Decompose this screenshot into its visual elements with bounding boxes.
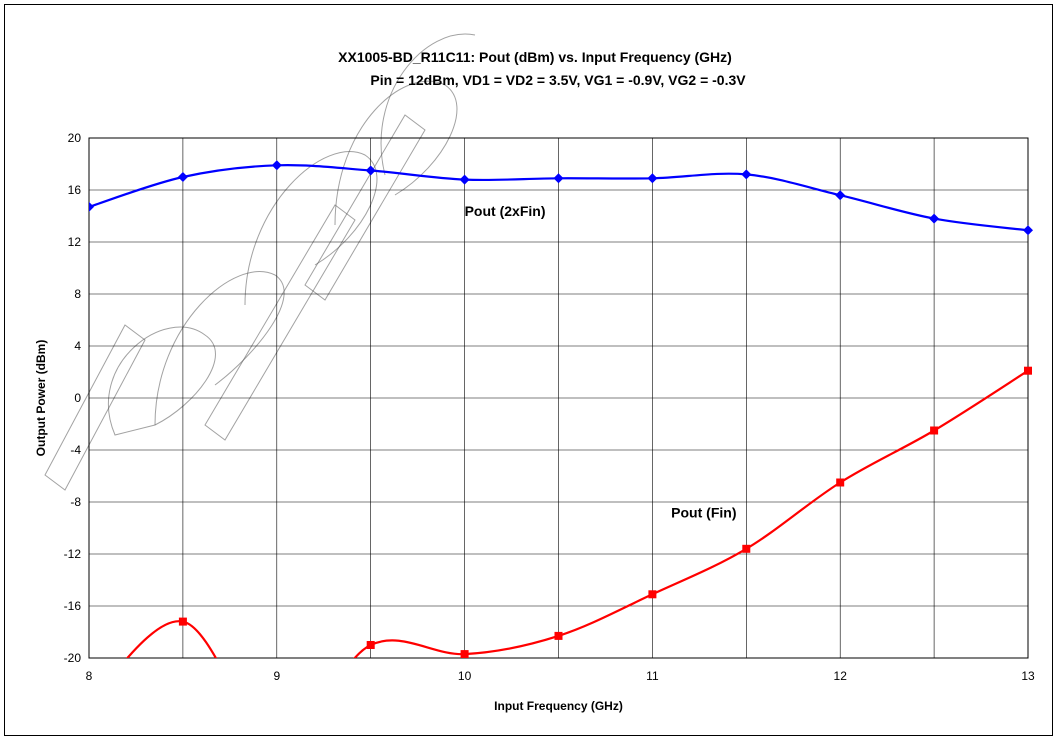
y-tick-label: 12 (68, 235, 82, 249)
chart-title: XX1005-BD_R11C11: Pout (dBm) vs. Input F… (338, 49, 732, 65)
x-tick-labels: 8 9 10 11 12 13 (86, 669, 1035, 683)
y-tick-label: 20 (68, 131, 82, 145)
data-point (365, 165, 376, 176)
y-tick-label: 16 (68, 183, 82, 197)
data-point (647, 173, 658, 184)
data-point (177, 172, 188, 182)
gridlines (88, 137, 1029, 659)
data-point (929, 213, 940, 224)
y-tick-labels: 20 16 12 8 4 0 -4 -8 -12 -16 -20 (64, 131, 82, 665)
x-tick-label: 8 (86, 669, 93, 683)
y-tick-label: 4 (74, 339, 81, 353)
data-point (89, 201, 94, 212)
y-tick-label: -4 (70, 443, 81, 457)
x-tick-label: 10 (458, 669, 472, 683)
x-axis-label: Input Frequency (GHz) (494, 699, 623, 713)
data-point (553, 173, 564, 184)
watermark-outline (44, 33, 476, 491)
series-annotation: Pout (Fin) (671, 505, 736, 521)
y-tick-label: 0 (74, 391, 81, 405)
x-tick-label: 11 (646, 669, 659, 683)
data-point (554, 631, 563, 640)
chart-frame: XX1005-BD_R11C11: Pout (dBm) vs. Input F… (4, 4, 1053, 736)
y-axis-label: Output Power (dBm) (34, 340, 48, 457)
series-line (126, 369, 1029, 658)
data-point (648, 590, 657, 599)
y-tick-label: -12 (64, 547, 82, 561)
x-tick-label: 9 (273, 669, 280, 683)
series-pout-fin (126, 366, 1032, 658)
data-point (835, 190, 846, 201)
y-tick-label: 8 (74, 287, 81, 301)
y-tick-label: -20 (64, 651, 82, 665)
data-point (459, 174, 470, 185)
series-annotation: Pout (2xFin) (465, 203, 546, 219)
series-pout-2xfin (89, 160, 1033, 236)
data-point (741, 169, 752, 180)
x-tick-label: 12 (834, 669, 848, 683)
plot-area (88, 137, 1029, 659)
data-point (836, 478, 845, 487)
data-point (271, 160, 282, 171)
y-tick-label: -16 (64, 599, 82, 613)
data-point (742, 544, 751, 553)
x-tick-label: 13 (1021, 669, 1035, 683)
data-point (930, 426, 939, 435)
data-point (366, 641, 375, 649)
data-series (89, 160, 1033, 658)
data-point (460, 650, 469, 658)
data-point (178, 617, 187, 626)
series-annotations: Pout (2xFin) Pout (Fin) (465, 203, 737, 521)
data-point (1024, 366, 1032, 375)
chart-subtitle: Pin = 12dBm, VD1 = VD2 = 3.5V, VG1 = -0.… (370, 72, 746, 88)
line-chart: XX1005-BD_R11C11: Pout (dBm) vs. Input F… (34, 33, 1035, 713)
y-tick-label: -8 (70, 495, 81, 509)
data-point (1023, 225, 1033, 236)
